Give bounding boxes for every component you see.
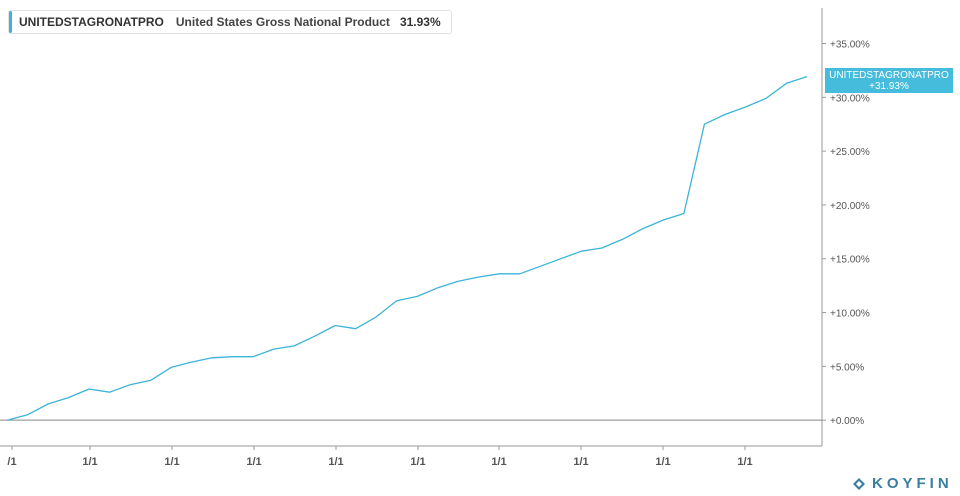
x-tick-label: 1/1 (82, 456, 97, 468)
last-value-ticker: UNITEDSTAGRONATPRO (829, 70, 949, 81)
koyfin-logo-text: KOYFIN (872, 475, 953, 492)
x-tick-label: 1/1 (328, 456, 343, 468)
legend-ticker: UNITEDSTAGRONATPRO (19, 15, 164, 29)
y-tick-label: +20.00% (830, 201, 870, 212)
legend-color-swatch (9, 11, 12, 33)
x-tick-label: /1 (7, 456, 16, 468)
y-tick-label: +5.00% (830, 362, 864, 373)
x-tick-label: 1/1 (164, 456, 179, 468)
series-legend[interactable]: UNITEDSTAGRONATPRO United States Gross N… (8, 10, 452, 34)
x-tick-label: 1/1 (737, 456, 752, 468)
y-tick-label: +0.00% (830, 416, 864, 427)
x-tick-label: 1/1 (573, 456, 588, 468)
koyfin-logo-icon (853, 477, 865, 490)
legend-series-name: United States Gross National Product (175, 15, 390, 29)
koyfin-logo: KOYFIN (852, 475, 953, 492)
legend-value: 31.93% (399, 15, 441, 29)
y-tick-label: +10.00% (830, 309, 870, 320)
last-value-tag: UNITEDSTAGRONATPRO +31.93% (825, 68, 953, 93)
x-tick-label: 1/1 (655, 456, 670, 468)
y-tick-label: +25.00% (830, 147, 870, 158)
y-tick-label: +15.00% (830, 255, 870, 266)
y-tick-label: +30.00% (830, 93, 870, 104)
x-tick-label: 1/1 (491, 456, 506, 468)
y-tick-label: +35.00% (830, 40, 870, 51)
x-tick-label: 1/1 (410, 456, 425, 468)
x-tick-label: 1/1 (246, 456, 261, 468)
series-line-gnp (6, 75, 808, 421)
last-value-percent: +31.93% (869, 81, 909, 92)
